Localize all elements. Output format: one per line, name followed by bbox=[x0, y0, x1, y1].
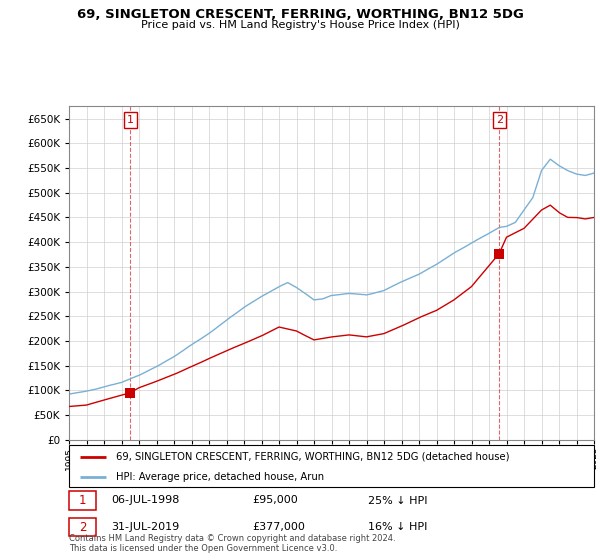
Text: 69, SINGLETON CRESCENT, FERRING, WORTHING, BN12 5DG: 69, SINGLETON CRESCENT, FERRING, WORTHIN… bbox=[77, 8, 523, 21]
Text: Contains HM Land Registry data © Crown copyright and database right 2024.
This d: Contains HM Land Registry data © Crown c… bbox=[69, 534, 395, 553]
Text: £377,000: £377,000 bbox=[253, 522, 305, 532]
Text: 16% ↓ HPI: 16% ↓ HPI bbox=[368, 522, 428, 532]
Text: 1: 1 bbox=[127, 115, 134, 125]
FancyBboxPatch shape bbox=[69, 445, 594, 487]
Text: 25% ↓ HPI: 25% ↓ HPI bbox=[368, 496, 428, 506]
Text: 69, SINGLETON CRESCENT, FERRING, WORTHING, BN12 5DG (detached house): 69, SINGLETON CRESCENT, FERRING, WORTHIN… bbox=[116, 452, 510, 462]
Text: £95,000: £95,000 bbox=[253, 496, 299, 506]
Text: Price paid vs. HM Land Registry's House Price Index (HPI): Price paid vs. HM Land Registry's House … bbox=[140, 20, 460, 30]
FancyBboxPatch shape bbox=[69, 518, 96, 536]
Text: 06-JUL-1998: 06-JUL-1998 bbox=[111, 496, 179, 506]
Text: 2: 2 bbox=[79, 521, 86, 534]
Text: 2: 2 bbox=[496, 115, 503, 125]
Text: HPI: Average price, detached house, Arun: HPI: Average price, detached house, Arun bbox=[116, 472, 325, 482]
FancyBboxPatch shape bbox=[69, 492, 96, 510]
Text: 1: 1 bbox=[79, 494, 86, 507]
Text: 31-JUL-2019: 31-JUL-2019 bbox=[111, 522, 179, 532]
